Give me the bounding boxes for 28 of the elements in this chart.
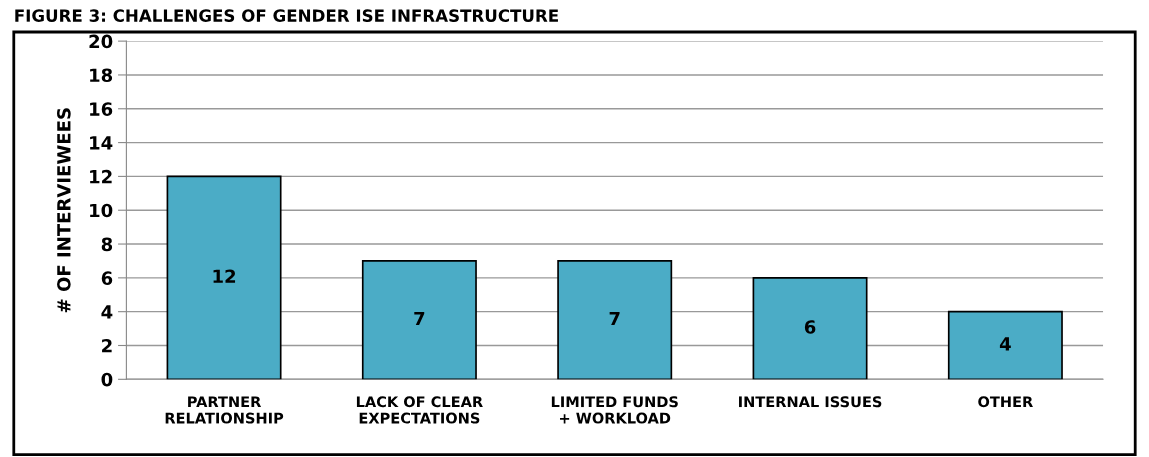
y-tick-label: 18 xyxy=(90,68,113,83)
bar xyxy=(947,310,1063,380)
chart-title: FIGURE 3: CHALLENGES OF GENDER ISE INFRASTRUCTURE xyxy=(15,9,558,22)
y-tick-label: 10 xyxy=(90,203,113,218)
x-tick-label: OTHER xyxy=(978,396,1033,408)
x-tick-label: LIMITED FUNDS + WORKLOAD xyxy=(551,396,678,424)
bar xyxy=(752,277,868,380)
y-tick-label: 16 xyxy=(90,102,113,116)
bar xyxy=(361,260,477,380)
y-tick-label: 8 xyxy=(101,237,113,252)
y-tick-label: 12 xyxy=(90,169,112,184)
bar xyxy=(557,260,673,380)
data-label: 7 xyxy=(609,311,620,326)
x-tick-label: INTERNAL ISSUES xyxy=(739,396,882,408)
data-label: 6 xyxy=(804,320,816,334)
data-label: 4 xyxy=(999,337,1011,351)
y-tick-label: 20 xyxy=(89,34,113,49)
y-tick-label: 2 xyxy=(102,338,112,353)
y-axis-title: # OF INTERVIEWEES xyxy=(57,108,71,313)
data-label: 7 xyxy=(414,311,425,326)
x-tick-label: PARTNER RELATIONSHIP xyxy=(165,396,284,424)
y-tick-label: 4 xyxy=(101,305,113,319)
data-label: 12 xyxy=(213,269,236,283)
y-tick-label: 14 xyxy=(90,136,113,150)
bar xyxy=(166,175,282,380)
y-tick-label: 6 xyxy=(101,271,113,285)
y-tick-label: 0 xyxy=(101,372,113,387)
x-tick-label: LACK OF CLEAR EXPECTATIONS xyxy=(356,396,483,424)
